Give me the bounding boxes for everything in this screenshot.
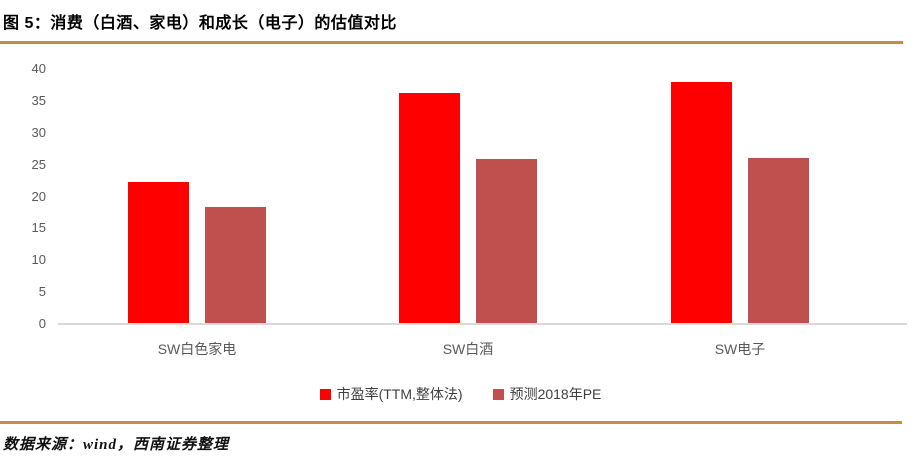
- y-tick-label: 20: [31, 188, 46, 204]
- legend-label: 市盈率(TTM,整体法): [336, 386, 463, 402]
- y-tick-label: 35: [31, 92, 46, 108]
- y-tick-label: 10: [31, 252, 46, 268]
- x-category-label: SW白色家电: [157, 341, 237, 357]
- chart-legend: 市盈率(TTM,整体法) 预测2018年PE: [0, 384, 921, 404]
- bar-series1-SW白酒: [476, 158, 537, 324]
- footer-rule: [0, 421, 902, 424]
- bar-series1-SW电子: [748, 158, 809, 324]
- y-tick-label: 5: [38, 284, 46, 300]
- bar-series0-SW白酒: [399, 93, 460, 324]
- legend-swatch-dark-red-icon: [492, 388, 504, 400]
- data-source-note: 数据来源：wind，西南证券整理: [3, 437, 230, 453]
- legend-item-ttm-pe: 市盈率(TTM,整体法): [319, 384, 463, 404]
- y-tick-label: 15: [31, 220, 46, 236]
- legend-item-forecast-pe: 预测2018年PE: [492, 384, 602, 404]
- x-axis-line: [58, 323, 907, 325]
- legend-label: 预测2018年PE: [509, 386, 602, 402]
- x-category-label: SW电子: [714, 341, 766, 357]
- y-tick-label: 30: [31, 124, 46, 140]
- y-tick-label: 0: [38, 316, 46, 331]
- bar-series0-SW电子: [671, 82, 732, 324]
- bar-series1-SW白色家电: [205, 207, 266, 324]
- y-tick-label: 25: [31, 156, 46, 172]
- title-underline-rule: [0, 41, 903, 44]
- x-category-label: SW白酒: [442, 341, 494, 357]
- figure-title: 图 5：消费（白酒、家电）和成长（电子）的估值对比: [3, 15, 397, 32]
- y-tick-label: 40: [31, 61, 46, 76]
- legend-swatch-red-icon: [319, 388, 331, 400]
- bar-series0-SW白色家电: [128, 181, 189, 324]
